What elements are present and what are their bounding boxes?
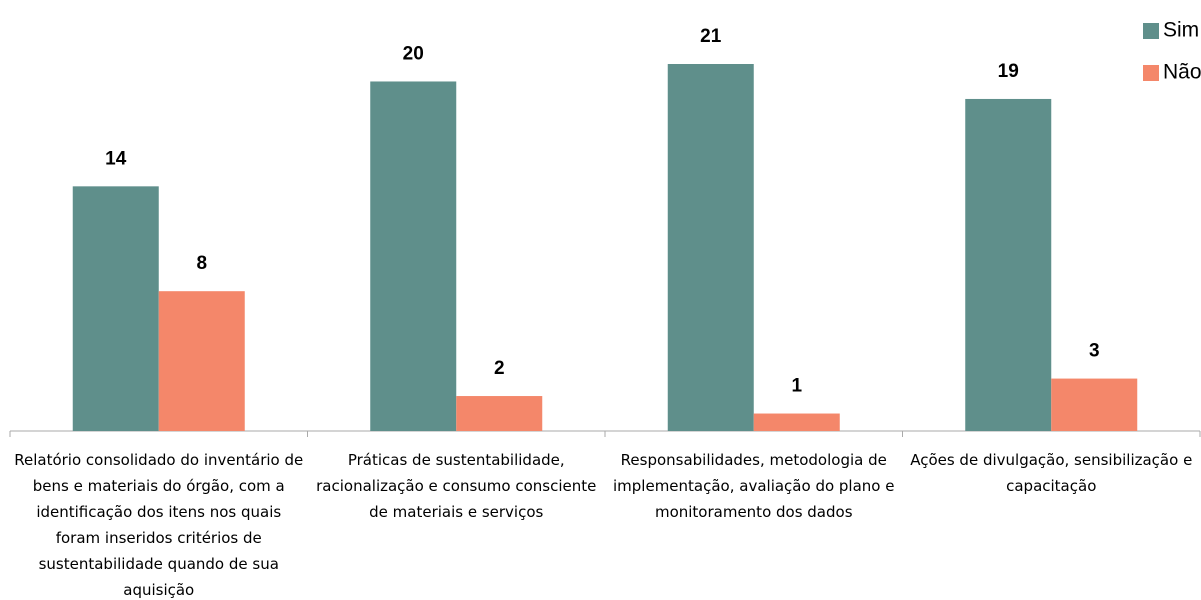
data-label: 8: [196, 253, 207, 274]
bar: [965, 98, 1052, 431]
x-tick-label: Responsabilidades, metodologia de implem…: [613, 451, 895, 521]
bar: [1051, 378, 1138, 431]
x-tick-label: Relatório consolidado do inventário de b…: [14, 451, 304, 599]
data-label: 20: [403, 43, 424, 64]
bar: [753, 413, 840, 431]
data-label: 3: [1089, 341, 1100, 362]
bar: [667, 64, 754, 431]
bar: [370, 81, 457, 431]
x-tick-label: Práticas de sustentabilidade, racionaliz…: [316, 451, 597, 521]
legend-label: Sim: [1163, 19, 1199, 42]
data-label: 21: [700, 26, 722, 47]
data-label: 19: [998, 61, 1019, 82]
bar: [72, 186, 159, 431]
legend-swatch: [1143, 23, 1159, 39]
x-tick-label: Ações de divulgação, sensibilização e ca…: [910, 451, 1193, 495]
data-label: 1: [791, 376, 802, 397]
bar: [456, 396, 543, 431]
data-label: 2: [494, 358, 505, 379]
data-label: 14: [105, 148, 127, 169]
legend-swatch: [1143, 65, 1159, 81]
legend-label: Não: [1163, 61, 1201, 84]
bar: [158, 291, 245, 431]
